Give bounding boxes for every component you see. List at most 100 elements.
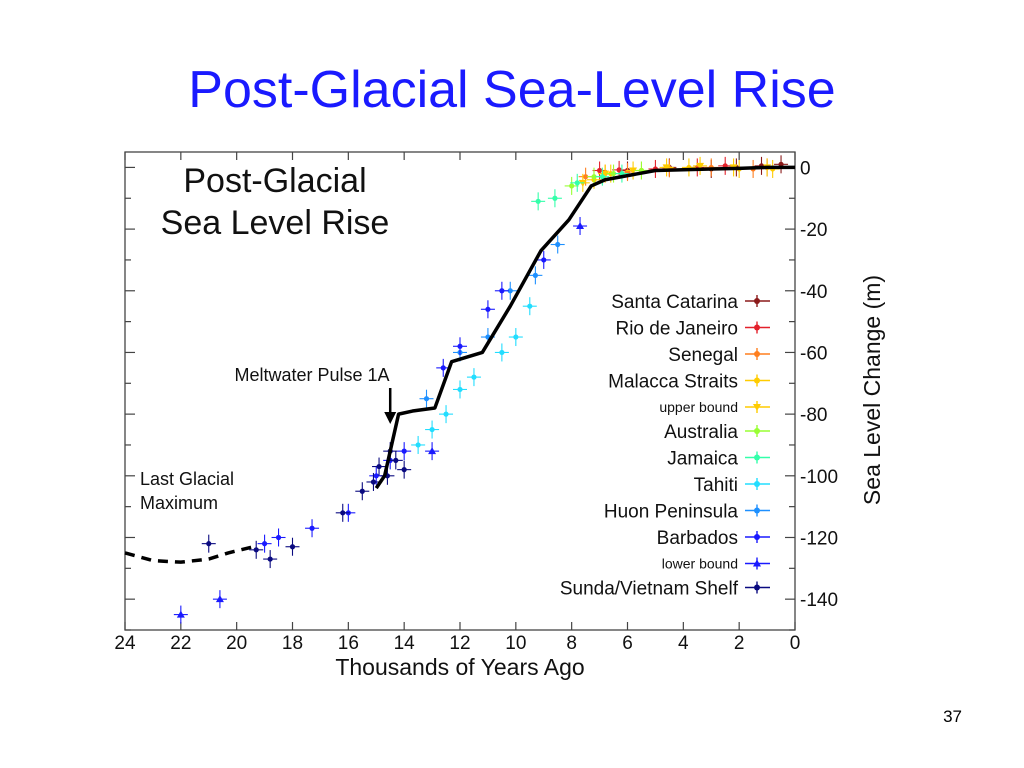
x-tick-label: 6 [622, 633, 633, 654]
legend-label: Sunda/Vietnam Shelf [560, 579, 739, 600]
legend-label: Tahiti [694, 475, 738, 496]
x-axis-label: Thousands of Years Ago [335, 654, 584, 680]
legend-marker [754, 584, 760, 591]
legend-label: Barbados [657, 528, 738, 549]
x-tick-label: 24 [114, 633, 136, 654]
y-tick-label: -80 [800, 405, 827, 426]
lgm-label-line: Last Glacial [140, 469, 234, 489]
x-tick-label: 2 [734, 633, 745, 654]
chart-title: Post-Glacial Sea Level Rise [161, 162, 390, 242]
data-point [596, 167, 603, 174]
data-point [359, 488, 365, 494]
legend-label: Jamaica [667, 449, 738, 470]
data-point [552, 195, 558, 201]
sea-level-curve [124, 165, 795, 564]
x-tick-label: 4 [678, 633, 689, 654]
legend-label: Huon Peninsula [604, 502, 739, 523]
data-point [532, 272, 538, 278]
x-tick-label: 22 [170, 633, 191, 654]
slide-number: 37 [943, 707, 962, 726]
data-point [499, 288, 505, 294]
axis-ticks [124, 152, 796, 631]
data-point [610, 170, 617, 177]
data-point [215, 595, 224, 603]
meltwater-arrow-head [384, 412, 397, 424]
sea-level-chart: 24 22 20 18 16 14 12 10 8 6 4 2 0 0-20-40-60-80-100-… [114, 151, 885, 680]
legend-marker [754, 481, 760, 487]
legend-marker [754, 377, 760, 384]
data-point [401, 467, 407, 473]
legend-label: Senegal [668, 345, 738, 366]
data-point [289, 544, 296, 550]
legend-marker [754, 428, 760, 434]
x-tick-label: 14 [394, 633, 416, 654]
data-point [340, 510, 346, 516]
y-tick-label: -40 [800, 282, 827, 303]
x-tick-label: 20 [226, 633, 247, 654]
data-point [309, 525, 315, 531]
data-point [275, 534, 282, 541]
legend-marker [754, 351, 760, 357]
y-tick-label: -20 [800, 220, 827, 241]
legend-marker [754, 507, 760, 514]
legend-label: Australia [664, 422, 738, 443]
x-tick-label: 8 [566, 633, 577, 654]
data-point [513, 334, 519, 340]
y-tick-label: -140 [800, 590, 838, 611]
x-tick-label: 0 [790, 633, 801, 654]
data-point [443, 411, 449, 417]
data-point [253, 547, 259, 553]
data-point [507, 288, 513, 294]
data-point [206, 541, 212, 547]
data-point [569, 183, 575, 189]
y-tick-label: -120 [800, 528, 838, 549]
slide-title: Post-Glacial Sea-Level Rise [188, 61, 836, 119]
legend-label: upper bound [659, 399, 738, 415]
data-point [457, 343, 463, 349]
data-point [373, 473, 379, 479]
legend-label: Malacca Straits [608, 372, 738, 393]
data-point [696, 162, 705, 170]
data-point [629, 167, 638, 175]
legend: Santa Catarina Rio de Janeiro Senegal Malac… [560, 292, 770, 600]
data-point [429, 426, 435, 433]
data-point [574, 180, 580, 186]
y-tick-labels: 0 -20 -40 -60 -80 -100 -120 -140 [800, 158, 838, 611]
data-point [428, 447, 437, 455]
data-point [376, 463, 382, 470]
legend-marker [754, 298, 760, 304]
chart-title-line: Sea Level Rise [161, 204, 390, 242]
data-point [176, 610, 185, 618]
legend-marker [754, 454, 760, 461]
data-point [555, 241, 561, 248]
data-point [261, 541, 268, 547]
data-point [778, 161, 784, 167]
data-point [599, 174, 605, 180]
data-point [591, 174, 597, 180]
data-point [415, 442, 421, 448]
data-point [423, 396, 430, 402]
legend-marker [753, 559, 761, 567]
data-point [267, 556, 273, 562]
y-tick-label: -60 [800, 343, 827, 364]
data-point [485, 306, 491, 312]
lgm-label: Last Glacial Maximum [140, 469, 234, 513]
data-point [370, 479, 377, 485]
legend-label: Rio de Janeiro [615, 319, 738, 340]
y-tick-label: 0 [800, 158, 811, 179]
data-point [499, 349, 505, 356]
legend-label: Santa Catarina [611, 292, 738, 313]
data-point [576, 222, 585, 230]
data-point [440, 365, 446, 371]
x-tick-label: 18 [282, 633, 303, 654]
sea-level-curve-line [374, 165, 795, 490]
x-tick-labels: 24 22 20 18 16 14 12 10 8 6 4 2 0 [114, 633, 800, 654]
legend-marker [754, 324, 760, 331]
x-tick-label: 12 [449, 633, 470, 654]
x-tick-label: 10 [505, 633, 526, 654]
lgm-dashed-curve [124, 545, 254, 564]
data-point [527, 303, 533, 309]
meltwater-pulse-label: Meltwater Pulse 1A [234, 365, 389, 385]
data-point [583, 174, 589, 180]
data-point [535, 198, 541, 204]
